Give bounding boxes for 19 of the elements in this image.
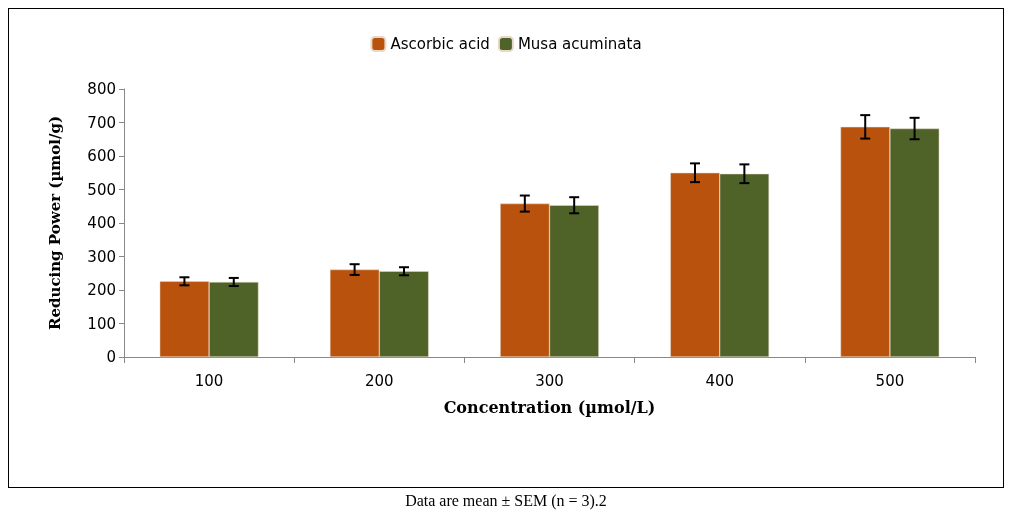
x-tick-label: 400 <box>705 371 735 390</box>
y-tick-label: 600 <box>87 147 116 165</box>
x-axis-title: Concentration (µmol/L) <box>443 397 656 417</box>
y-tick-label: 400 <box>87 214 116 232</box>
y-tick-label: 700 <box>87 113 116 132</box>
y-tick-label: 100 <box>87 314 116 333</box>
x-tick-label: 100 <box>194 371 224 390</box>
x-tick-label: 300 <box>535 371 564 390</box>
text: Data are mean ± SEM (n = 3).2 <box>404 492 608 510</box>
x-tick-label: 500 <box>875 371 905 390</box>
x-tick-label: 200 <box>364 371 394 390</box>
y-tick-label: 200 <box>87 281 116 299</box>
y-tick-label: 0 <box>106 348 116 366</box>
y-axis-title: Reducing Power (µmol/g) <box>45 115 64 331</box>
legend-label: Musa acuminata <box>517 35 642 53</box>
legend-label: Ascorbic acid <box>390 35 490 53</box>
y-tick-label: 300 <box>87 247 116 266</box>
y-tick-label: 500 <box>87 180 116 199</box>
y-tick-label: 800 <box>87 80 116 98</box>
